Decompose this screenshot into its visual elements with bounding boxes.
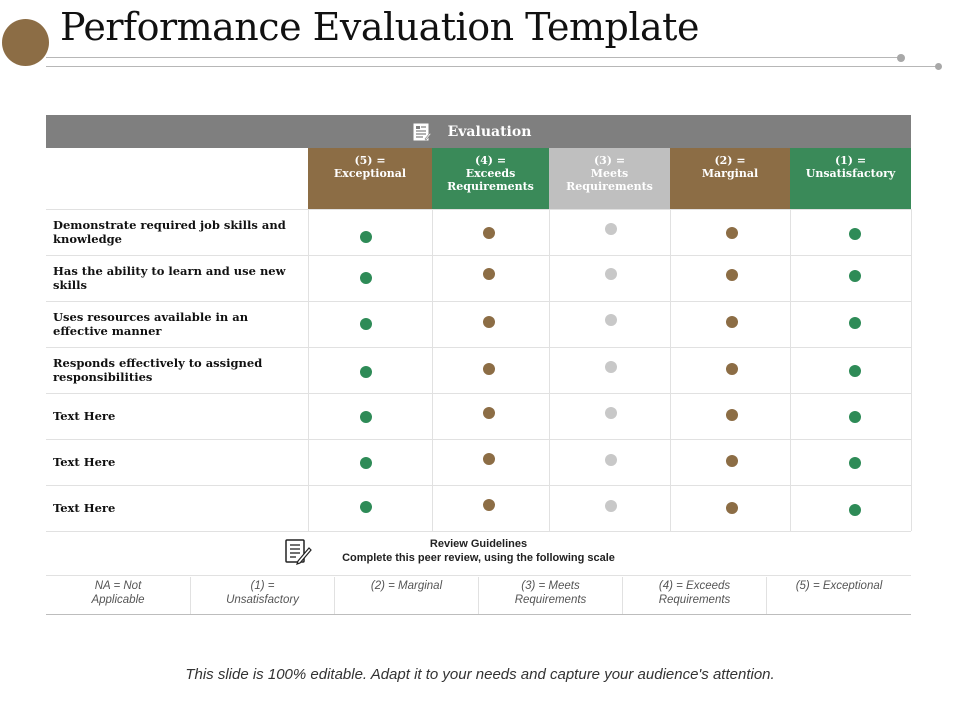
footer-note: This slide is 100% editable. Adapt it to… [185, 666, 775, 683]
document-list-icon [413, 123, 432, 140]
table-row-divider [46, 485, 911, 486]
rule-end-dot [935, 63, 942, 70]
title-rule-upper [46, 57, 902, 58]
table-column-divider [911, 209, 912, 531]
rating-dot[interactable] [849, 504, 861, 516]
rating-score: (2) = [714, 154, 746, 167]
scale-item: (1) = Unsatisfactory [190, 577, 334, 615]
rating-label: Marginal [701, 167, 759, 180]
rating-dot[interactable] [360, 366, 372, 378]
review-guidelines-subtitle: Complete this peer review, using the fol… [342, 552, 615, 564]
table-column-divider [308, 209, 309, 531]
rating-header-2: (2) = Marginal [670, 148, 790, 209]
rating-label: Exceeds Requirements [447, 167, 534, 193]
rating-dot[interactable] [849, 411, 861, 423]
rating-dot[interactable] [726, 502, 738, 514]
table-row-divider [46, 209, 911, 210]
criterion-label: Demonstrate required job skills and know… [53, 218, 286, 246]
rating-dot[interactable] [726, 269, 738, 281]
criterion-label: Text Here [53, 501, 116, 515]
rating-dot[interactable] [849, 317, 861, 329]
rating-dot[interactable] [360, 318, 372, 330]
rating-score: (3) = [593, 154, 626, 167]
rating-dot[interactable] [605, 314, 617, 326]
checklist-pencil-icon [285, 539, 312, 565]
rating-dot[interactable] [483, 316, 495, 328]
rating-score: (4) = [474, 154, 507, 167]
rating-score: (1) = [834, 154, 867, 167]
rating-dot[interactable] [483, 407, 495, 419]
review-guidelines: Review Guidelines Complete this peer rev… [46, 537, 911, 565]
rating-dot[interactable] [483, 499, 495, 511]
rating-dot[interactable] [483, 453, 495, 465]
rating-dot[interactable] [849, 270, 861, 282]
scale-bottom-rule [46, 614, 911, 615]
rating-label: Meets Requirements [566, 167, 653, 193]
scale-item: (4) = Exceeds Requirements [622, 577, 766, 615]
rating-header-4: (4) = Exceeds Requirements [432, 148, 549, 209]
table-column-divider [549, 209, 550, 531]
rating-dot[interactable] [483, 227, 495, 239]
table-row-divider [46, 439, 911, 440]
criterion-label: Text Here [53, 409, 116, 423]
table-row-divider [46, 301, 911, 302]
rating-dot[interactable] [849, 457, 861, 469]
scale-item: (5) = Exceptional [766, 577, 911, 615]
scale-item: (2) = Marginal [334, 577, 478, 615]
criterion-label: Responds effectively to assigned respons… [53, 356, 263, 384]
rating-dot[interactable] [605, 407, 617, 419]
table-row-divider [46, 255, 911, 256]
rating-dot[interactable] [849, 365, 861, 377]
rating-dot[interactable] [360, 501, 372, 513]
rating-dot[interactable] [605, 268, 617, 280]
rating-dot[interactable] [483, 268, 495, 280]
table-column-divider [790, 209, 791, 531]
rating-label: Exceptional [333, 167, 407, 180]
rating-dot[interactable] [605, 223, 617, 235]
rating-dot[interactable] [605, 454, 617, 466]
rating-dot[interactable] [605, 500, 617, 512]
table-row-divider [46, 393, 911, 394]
criterion-label: Uses resources available in an effective… [53, 310, 249, 338]
rating-dot[interactable] [726, 455, 738, 467]
evaluation-header: Evaluation [46, 115, 911, 148]
rating-label: Unsatisfactory [805, 167, 896, 180]
table-row-divider [46, 347, 911, 348]
title-rule-lower [46, 66, 940, 67]
rating-header-1: (1) = Unsatisfactory [790, 148, 911, 209]
rating-dot[interactable] [360, 231, 372, 243]
rule-end-dot [897, 54, 905, 62]
slide-title: Performance Evaluation Template [60, 5, 699, 49]
rating-dot[interactable] [360, 411, 372, 423]
scale-top-rule [46, 575, 911, 576]
table-row-divider [46, 531, 911, 532]
rating-dot[interactable] [360, 457, 372, 469]
review-guidelines-title: Review Guidelines [429, 538, 528, 550]
criterion-label: Has the ability to learn and use new ski… [53, 264, 286, 292]
scale-item: NA = Not Applicable [91, 580, 145, 606]
rating-score: (5) = [354, 154, 386, 167]
rating-dot[interactable] [360, 272, 372, 284]
title-decoration-circle [2, 19, 49, 66]
rating-dot[interactable] [483, 363, 495, 375]
table-column-divider [670, 209, 671, 531]
rating-dot[interactable] [726, 227, 738, 239]
rating-header-5: (5) = Exceptional [308, 148, 432, 209]
evaluation-title: Evaluation [447, 123, 532, 140]
scale-item: (3) = Meets Requirements [478, 577, 622, 615]
criterion-label: Text Here [53, 455, 116, 469]
table-column-divider [432, 209, 433, 531]
rating-header-3: (3) = Meets Requirements [549, 148, 670, 209]
rating-dot[interactable] [849, 228, 861, 240]
rating-dot[interactable] [726, 363, 738, 375]
rating-dot[interactable] [605, 361, 617, 373]
rating-dot[interactable] [726, 316, 738, 328]
rating-dot[interactable] [726, 409, 738, 421]
